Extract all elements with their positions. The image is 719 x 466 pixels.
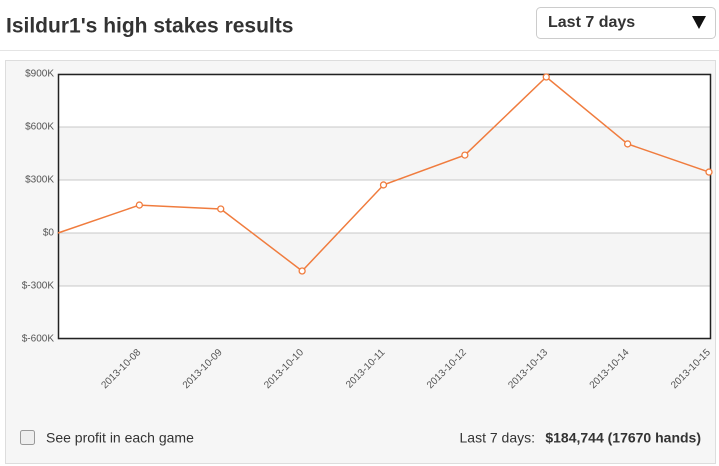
dropdown-label[interactable]: Last 7 days [548,14,635,31]
dropdown-box[interactable] [536,7,716,39]
data-point [298,267,306,275]
data-point [623,140,632,148]
page-title: Isildur1's high stakes results [6,15,293,38]
checkbox[interactable] [20,430,35,445]
data-point [217,205,225,213]
band [58,127,711,180]
data-point [461,151,469,159]
summary-label: Last 7 days: [460,430,536,446]
y-tick-label: $0 [43,228,55,239]
range-dropdown[interactable]: Last 7 days [536,7,716,39]
data-point [705,168,713,176]
band [58,233,711,286]
plot-border [57,73,712,340]
y-tick-label: $300K [25,175,54,186]
y-tick-label: $-600K [22,334,55,345]
y-tick-label: $900K [25,69,54,80]
data-point [379,181,388,189]
dropdown-arrow[interactable] [692,16,706,29]
summary-value: $184,744 (17670 hands) [545,430,701,446]
y-tick-label: $600K [25,122,54,133]
data-point [542,73,550,81]
checkbox-label[interactable]: See profit in each game [46,430,194,446]
data-point [135,201,144,209]
y-tick-label: $-300K [22,281,55,292]
